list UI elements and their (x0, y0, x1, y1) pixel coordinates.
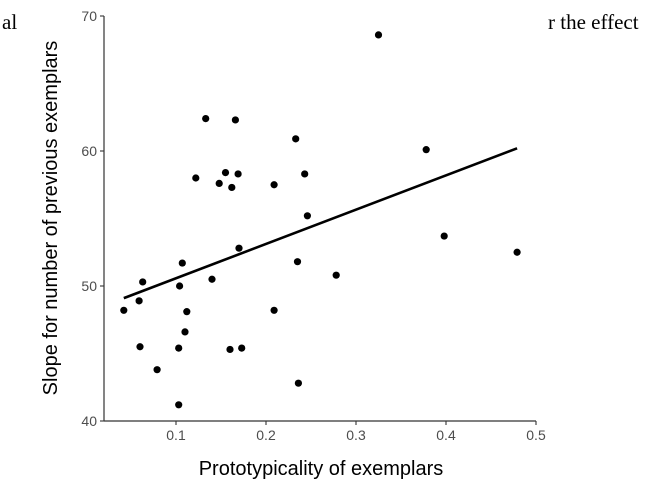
y-tick-label: 70 (81, 8, 97, 24)
data-point (202, 115, 210, 123)
data-point (181, 328, 189, 336)
data-point (208, 275, 216, 283)
data-point (292, 135, 300, 143)
y-ticks: 40 50 60 70 (81, 8, 104, 429)
data-point (303, 212, 311, 220)
x-tick-label: 0.3 (346, 427, 366, 443)
x-tick-label: 0.2 (256, 427, 276, 443)
data-point (270, 181, 278, 189)
data-point (301, 170, 309, 178)
data-point (120, 306, 128, 314)
x-tick-label: 0.1 (166, 427, 186, 443)
x-axis-title: Prototypicality of exemplars (199, 458, 444, 480)
data-point (513, 248, 521, 256)
data-point (192, 174, 200, 182)
y-tick-label: 60 (81, 143, 97, 159)
data-point (231, 116, 239, 124)
data-point (374, 31, 383, 39)
y-axis-title: Slope for number of previous exemplars (40, 41, 62, 396)
x-tick-label: 0.5 (526, 427, 546, 443)
background-text-left: al (2, 10, 18, 34)
data-point (294, 379, 302, 387)
data-point (221, 169, 230, 177)
data-point (153, 366, 161, 374)
data-point (135, 297, 143, 305)
background-text-right: r the effect (548, 10, 639, 34)
plot-points (120, 31, 521, 409)
data-point (228, 183, 236, 192)
data-point (440, 232, 448, 240)
x-tick-label: 0.4 (436, 427, 456, 443)
data-point (270, 306, 278, 314)
y-tick-label: 40 (81, 413, 97, 429)
data-point (136, 343, 144, 351)
data-point (139, 278, 147, 286)
data-point (238, 344, 246, 352)
data-point (226, 345, 234, 354)
data-point (183, 308, 191, 316)
data-point (215, 179, 223, 187)
data-point (332, 271, 340, 279)
y-tick-label: 50 (81, 278, 97, 294)
data-point (176, 282, 184, 290)
data-point (422, 146, 430, 154)
data-point (235, 244, 243, 252)
data-point (175, 344, 183, 352)
data-point (178, 259, 186, 267)
data-point (175, 401, 183, 409)
regression-line (123, 147, 518, 300)
x-ticks: 0.1 0.2 0.3 0.4 0.5 (166, 421, 546, 443)
data-point (293, 258, 302, 266)
data-point (234, 170, 242, 178)
